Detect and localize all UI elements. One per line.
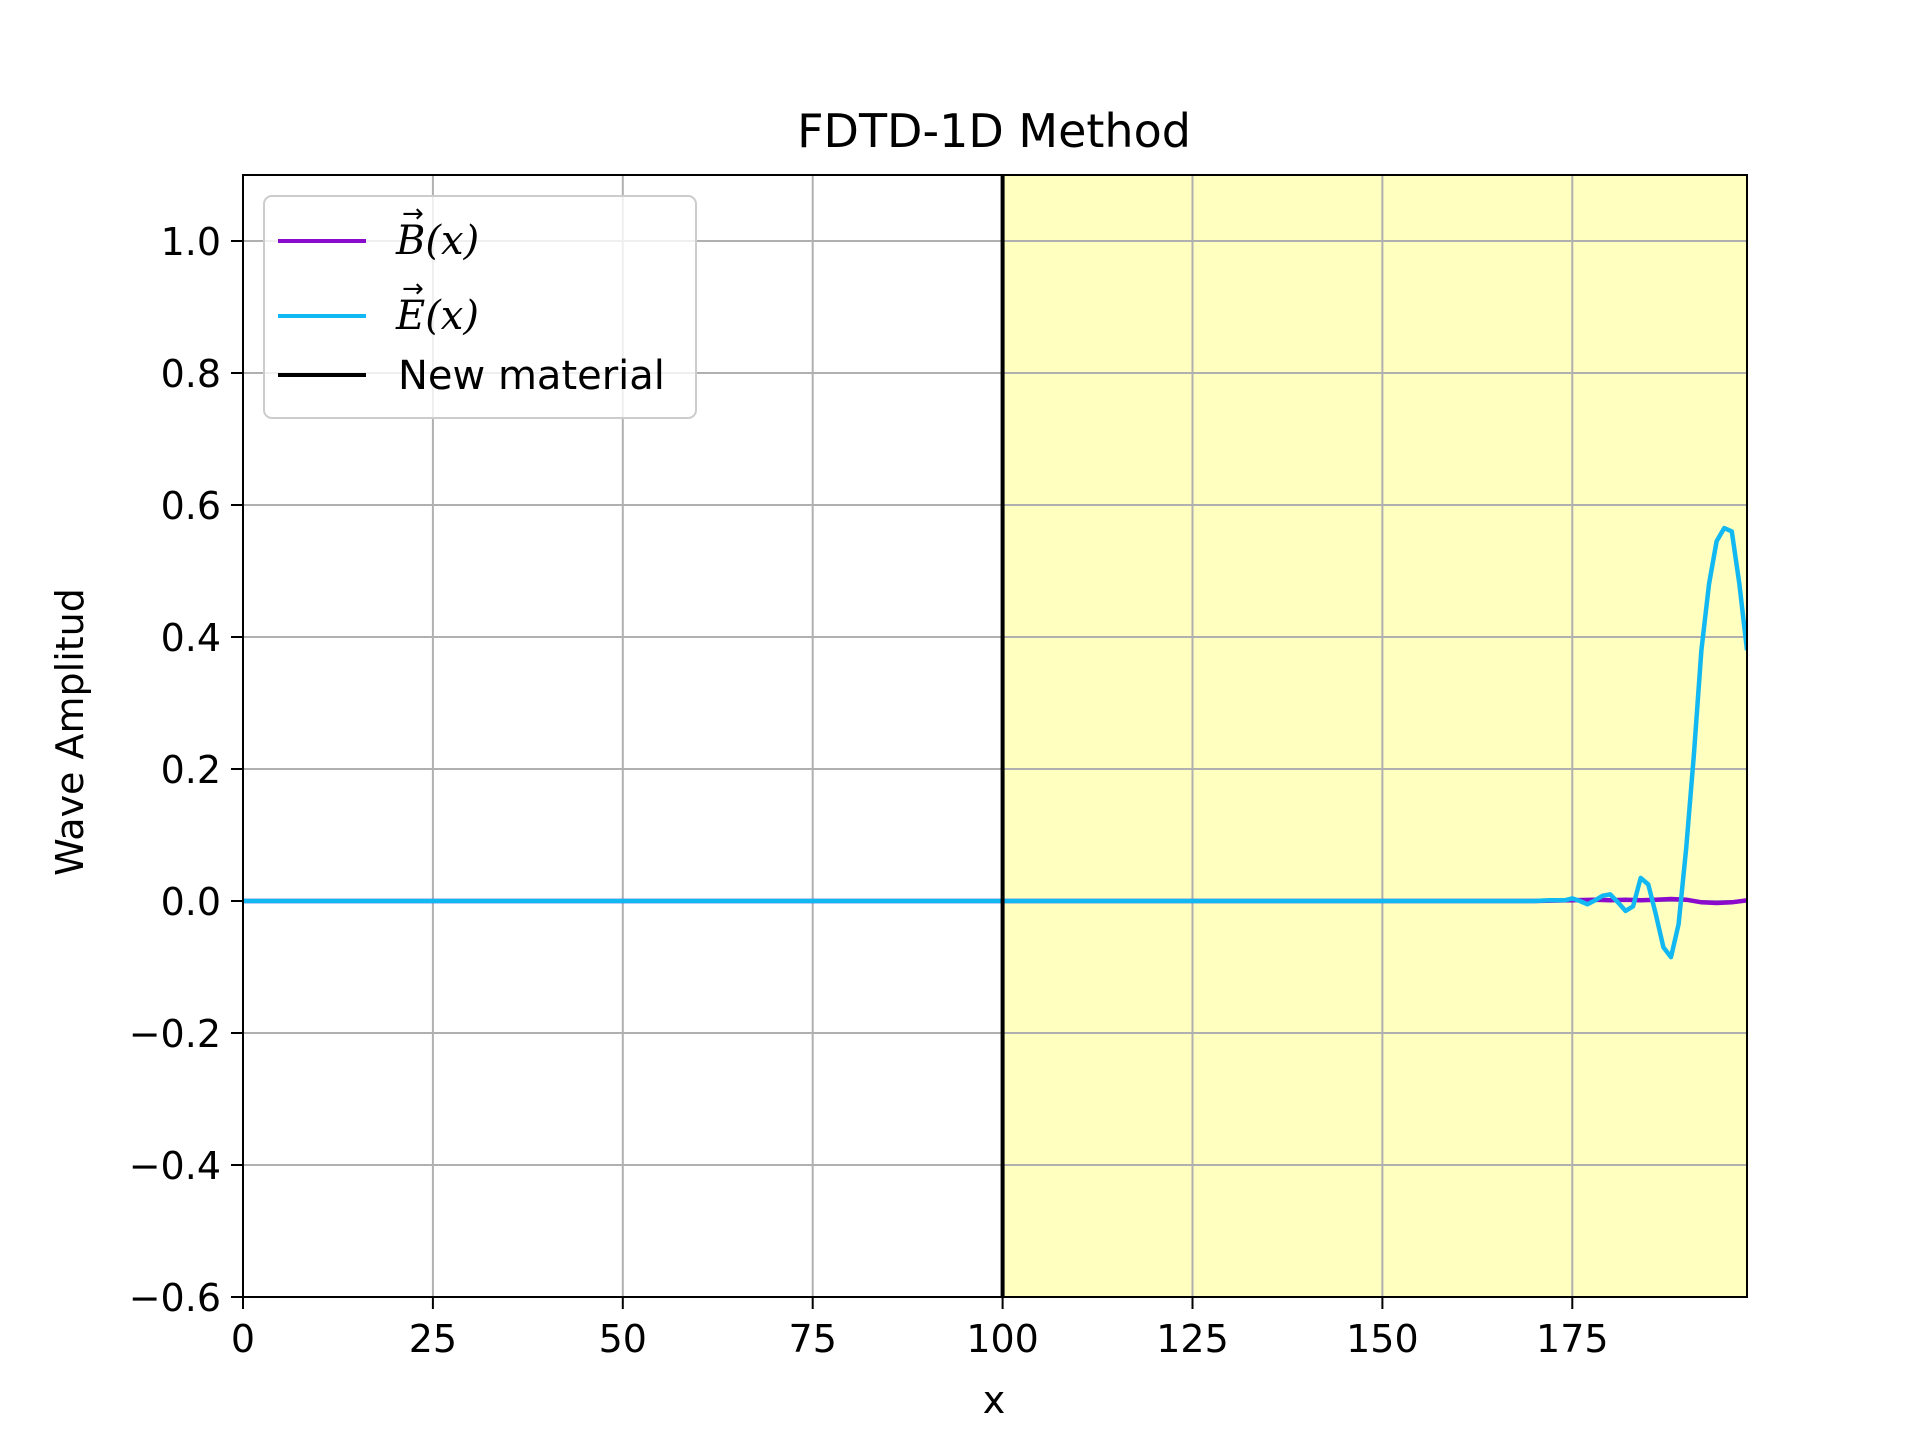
legend-b-vector-arrow: → — [402, 199, 424, 229]
x-axis-label: x — [983, 1378, 1006, 1422]
series-layer — [243, 525, 1747, 960]
y-tick-label: 0.4 — [161, 616, 221, 660]
axes-frame — [242, 174, 1748, 1298]
x-tick-label: 175 — [1536, 1317, 1609, 1361]
y-tick-label: −0.4 — [129, 1144, 221, 1188]
y-tick-label: 0.2 — [161, 748, 221, 792]
x-tick-label: 125 — [1156, 1317, 1229, 1361]
y-tick-label: 0.8 — [161, 352, 221, 396]
y-tick-label: 0.0 — [161, 880, 221, 924]
legend-e-symbol: E — [395, 293, 425, 339]
legend-label-e: E(x) — [395, 293, 479, 339]
y-tick-label: −0.2 — [129, 1012, 221, 1056]
legend-b-arg: (x) — [425, 218, 479, 264]
x-tick-label: 150 — [1346, 1317, 1419, 1361]
y-tick-label: 0.6 — [161, 484, 221, 528]
legend-e-arg: (x) — [425, 293, 479, 339]
legend-e-vector-arrow: → — [402, 274, 424, 304]
x-tick-label: 50 — [599, 1317, 647, 1361]
material-region — [1002, 175, 1747, 1297]
x-tick-label: 0 — [231, 1317, 255, 1361]
x-tick-label: 25 — [409, 1317, 457, 1361]
series-line-e — [243, 525, 1747, 960]
x-tick-label: 75 — [789, 1317, 837, 1361]
x-tick-label: 100 — [966, 1317, 1039, 1361]
y-tick-label: −0.6 — [129, 1276, 221, 1320]
legend-b-symbol: B — [395, 218, 425, 264]
y-tick-label: 1.0 — [161, 220, 221, 264]
legend: B(x) → E(x) → New material — [263, 195, 697, 419]
ticks: 0 25 50 75 100 125 150 175 −0.6 −0.4 −0.2 0.0 0.2 0.4… — [129, 220, 1609, 1361]
y-axis-label: Wave Amplitud — [48, 588, 92, 876]
chart-title: FDTD-1D Method — [797, 104, 1191, 158]
legend-box — [263, 195, 697, 419]
legend-label-material: New material — [398, 353, 665, 399]
legend-label-b: B(x) — [395, 218, 479, 264]
